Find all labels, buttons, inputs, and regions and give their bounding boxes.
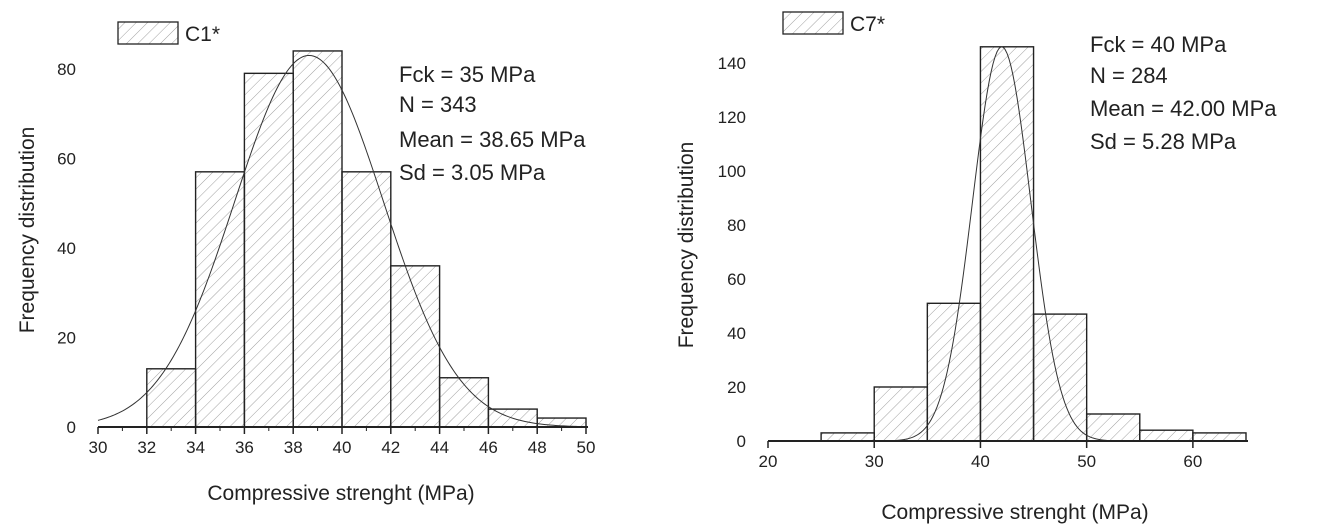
stats-sd: Sd = 5.28 MPa [1090,129,1237,154]
x-tick-label: 40 [333,438,352,457]
y-tick-label: 100 [718,162,746,181]
histogram-bar-5 [390,265,441,428]
histogram-bar-5 [1085,413,1141,442]
y-tick-label: 120 [718,108,746,127]
stats-fck: Fck = 40 MPa [1090,32,1227,57]
y-axis-title: Frequency distribution [16,127,39,334]
x-tick-label: 60 [1183,452,1202,471]
legend-label: C7* [850,13,885,36]
legend-c7: C7* [782,11,885,36]
stats-block-c7: Fck = 40 MPa N = 284 Mean = 42.00 MPa Sd… [1090,32,1277,154]
histogram-bar-1 [873,386,929,442]
histogram-bar-4 [341,171,392,428]
x-tick-label: 42 [381,438,400,457]
stats-mean: Mean = 38.65 MPa [399,127,586,152]
x-tick-label: 44 [430,438,449,457]
histogram-bar-0 [820,432,875,442]
ticks-c1: 30 32 34 36 38 40 42 44 46 48 50 0 20 40 60 80 [57,60,595,457]
bars-c1 [146,50,587,428]
legend-swatch [117,21,179,45]
y-tick-label: 20 [57,328,76,347]
normal-fit-curve-c1 [97,54,587,428]
histogram-c1: 30 32 34 36 38 40 42 44 46 48 50 0 20 40 60 80 Compress… [16,21,595,505]
histogram-bar-1 [194,171,246,428]
x-tick-label: 34 [186,438,205,457]
histogram-bar-2 [243,72,294,428]
stats-n: N = 343 [399,92,477,117]
histogram-bar-4 [1032,313,1088,442]
histogram-bar-3 [979,46,1035,442]
y-axis-title: Frequency distribution [675,142,698,349]
histogram-bar-7 [1192,432,1247,442]
x-axis-title: Compressive strenght (MPa) [881,501,1148,524]
x-axis-title: Compressive strenght (MPa) [207,482,474,505]
stats-sd: Sd = 3.05 MPa [399,160,546,185]
y-tick-label: 40 [727,324,746,343]
histogram-bar-6 [438,377,490,428]
x-tick-label: 20 [759,452,778,471]
y-tick-label: 0 [737,432,746,451]
y-tick-label: 60 [727,270,746,289]
legend-label: C1* [185,23,220,46]
x-tick-label: 40 [971,452,990,471]
y-tick-label: 140 [718,54,746,73]
ticks-c7: 20 30 40 50 60 0 20 40 60 80 100 120 140 [718,54,1203,471]
legend-swatch [782,11,844,35]
legend-c1: C1* [117,21,220,46]
bars-c7 [820,46,1247,442]
x-tick-label: 32 [137,438,156,457]
y-tick-label: 40 [57,239,76,258]
y-tick-label: 20 [727,378,746,397]
histogram-bar-0 [146,368,197,428]
x-tick-label: 30 [865,452,884,471]
y-tick-label: 60 [57,149,76,168]
stats-fck: Fck = 35 MPa [399,62,536,87]
x-tick-label: 38 [284,438,303,457]
histogram-bar-3 [292,50,343,428]
x-tick-label: 30 [89,438,108,457]
y-tick-label: 0 [67,418,76,437]
histogram-bar-2 [926,302,982,442]
y-tick-label: 80 [727,216,746,235]
x-tick-label: 48 [528,438,547,457]
x-tick-label: 36 [235,438,254,457]
y-tick-label: 80 [57,60,76,79]
stats-n: N = 284 [1090,63,1168,88]
x-tick-label: 50 [1077,452,1096,471]
histogram-c7: 20 30 40 50 60 0 20 40 60 80 100 120 140 Compressive… [675,11,1277,524]
stats-block-c1: Fck = 35 MPa N = 343 Mean = 38.65 MPa Sd… [399,62,586,185]
histogram-bar-6 [1139,429,1194,442]
x-tick-label: 50 [577,438,596,457]
x-tick-label: 46 [479,438,498,457]
stats-mean: Mean = 42.00 MPa [1090,96,1277,121]
